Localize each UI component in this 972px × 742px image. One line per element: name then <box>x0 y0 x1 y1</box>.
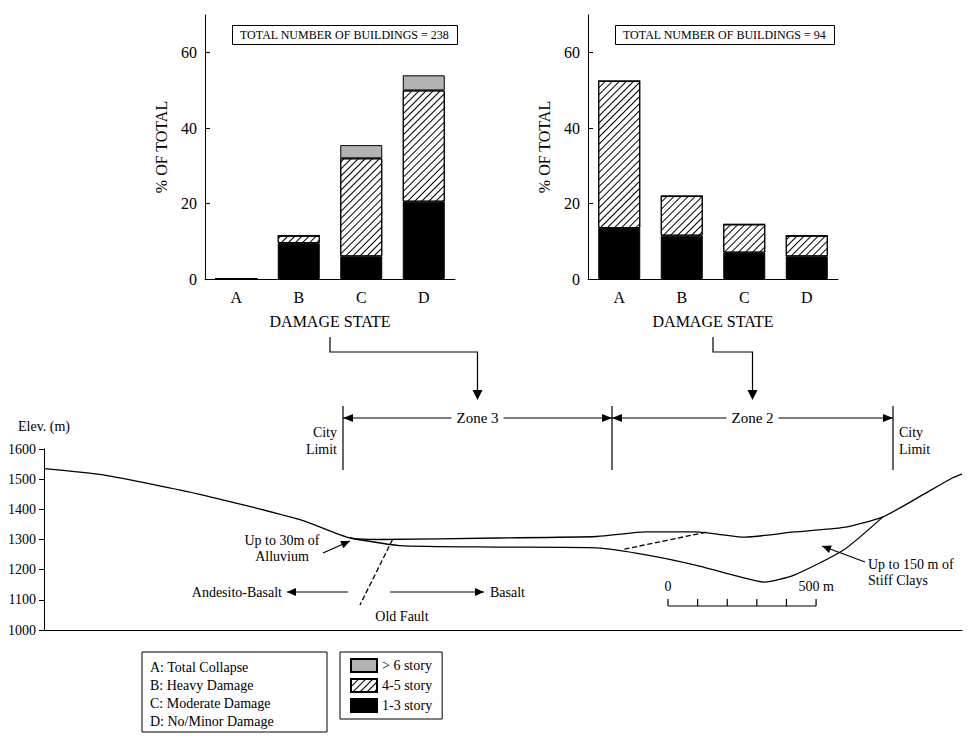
svg-text:B: B <box>293 289 304 306</box>
svg-text:20: 20 <box>564 195 580 212</box>
svg-text:1000: 1000 <box>8 623 36 638</box>
svg-text:0: 0 <box>665 579 672 594</box>
svg-text:> 6 story: > 6 story <box>382 658 432 673</box>
svg-text:TOTAL NUMBER OF BUILDINGS = 23: TOTAL NUMBER OF BUILDINGS = 238 <box>240 28 449 42</box>
svg-text:Elev. (m): Elev. (m) <box>18 419 70 435</box>
svg-text:40: 40 <box>564 120 580 137</box>
svg-text:A: A <box>613 289 625 306</box>
svg-text:40: 40 <box>181 120 197 137</box>
svg-text:Up to 30m of: Up to 30m of <box>244 533 319 548</box>
svg-text:60: 60 <box>564 44 580 61</box>
svg-text:0: 0 <box>189 271 197 288</box>
svg-text:Basalt: Basalt <box>490 585 525 600</box>
svg-text:1300: 1300 <box>8 532 36 547</box>
svg-text:C: C <box>356 289 367 306</box>
svg-text:Up to 150 m of: Up to 150 m of <box>868 557 954 572</box>
svg-text:Zone 2: Zone 2 <box>731 410 773 426</box>
svg-text:TOTAL NUMBER OF BUILDINGS = 94: TOTAL NUMBER OF BUILDINGS = 94 <box>623 28 826 42</box>
svg-text:D: D <box>418 289 430 306</box>
svg-text:60: 60 <box>181 44 197 61</box>
svg-text:D: No/Minor Damage: D: No/Minor Damage <box>150 714 274 729</box>
svg-text:1400: 1400 <box>8 502 36 517</box>
svg-text:A: Total Collapse: A: Total Collapse <box>150 660 248 675</box>
svg-text:1600: 1600 <box>8 442 36 457</box>
svg-text:Old Fault: Old Fault <box>375 609 428 624</box>
svg-text:B: Heavy Damage: B: Heavy Damage <box>150 678 253 693</box>
svg-text:Stiff Clays: Stiff Clays <box>868 573 928 588</box>
svg-text:1200: 1200 <box>8 562 36 577</box>
svg-text:A: A <box>230 289 242 306</box>
svg-text:D: D <box>801 289 813 306</box>
svg-text:City: City <box>313 425 337 440</box>
svg-text:1500: 1500 <box>8 472 36 487</box>
svg-text:4-5 story: 4-5 story <box>382 678 432 693</box>
svg-text:Limit: Limit <box>899 442 930 457</box>
svg-text:DAMAGE STATE: DAMAGE STATE <box>270 313 391 330</box>
svg-text:Alluvium: Alluvium <box>255 549 309 564</box>
svg-text:0: 0 <box>572 271 580 288</box>
svg-text:Andesito-Basalt: Andesito-Basalt <box>192 585 282 600</box>
svg-text:Zone 3: Zone 3 <box>456 410 498 426</box>
svg-text:20: 20 <box>181 195 197 212</box>
svg-text:C: Moderate Damage: C: Moderate Damage <box>150 696 271 711</box>
svg-text:Limit: Limit <box>306 442 337 457</box>
svg-text:500 m: 500 m <box>798 579 834 594</box>
svg-text:1-3 story: 1-3 story <box>382 698 432 713</box>
svg-text:C: C <box>739 289 750 306</box>
svg-text:% OF TOTAL: % OF TOTAL <box>536 101 553 193</box>
svg-text:% OF TOTAL: % OF TOTAL <box>153 101 170 193</box>
svg-text:DAMAGE STATE: DAMAGE STATE <box>653 313 774 330</box>
svg-text:City: City <box>899 425 923 440</box>
svg-text:1100: 1100 <box>9 592 36 607</box>
svg-text:B: B <box>676 289 687 306</box>
